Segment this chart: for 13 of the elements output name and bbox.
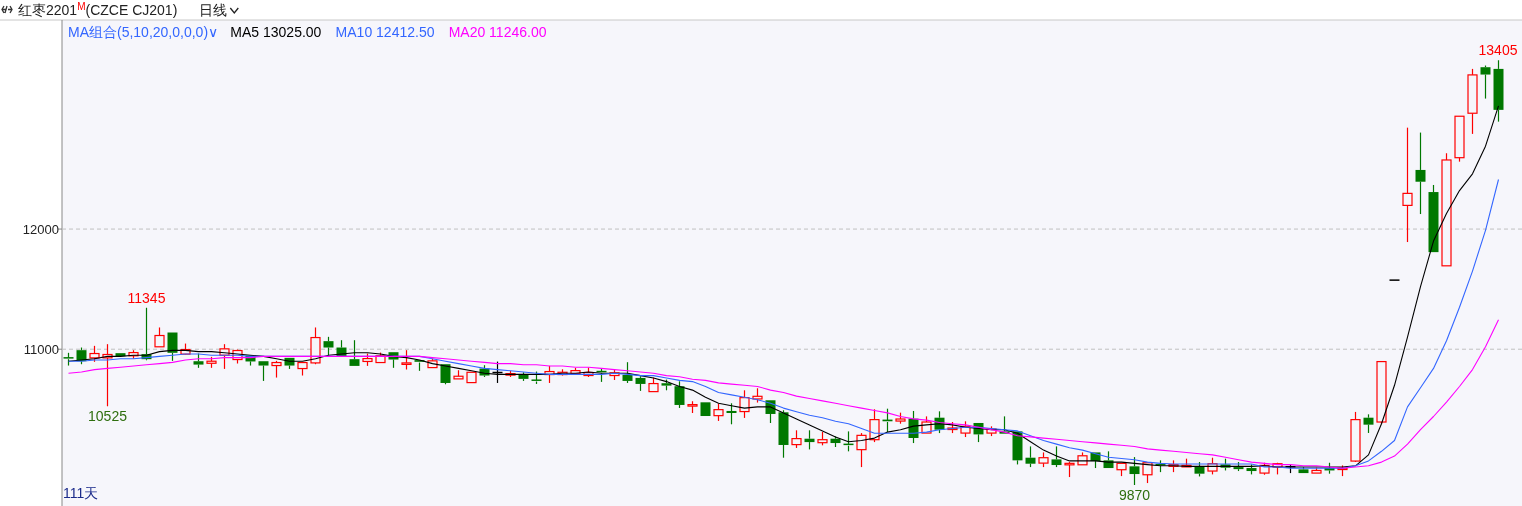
text: MA10 12412.50	[335, 24, 435, 40]
annotation: 10525	[88, 408, 128, 425]
annotation: 9870	[1118, 486, 1151, 503]
text: MA20 11246.00	[448, 24, 547, 40]
y-tick-label: 11000	[23, 342, 59, 358]
chart-title: 红枣2201$^{M}$(CZCE CJ201)	[18, 0, 178, 18]
y-tick-label: 12000	[22, 222, 59, 238]
annotation: 13405	[1478, 42, 1518, 59]
chart-subtitle: 日线	[199, 2, 228, 18]
text: MA5 13025.00	[230, 24, 322, 40]
annotation: 111天	[63, 485, 99, 501]
annotation: 11345	[127, 289, 166, 306]
legend-title: MA组合(5,10,20,0,0,0)∨	[68, 24, 219, 40]
